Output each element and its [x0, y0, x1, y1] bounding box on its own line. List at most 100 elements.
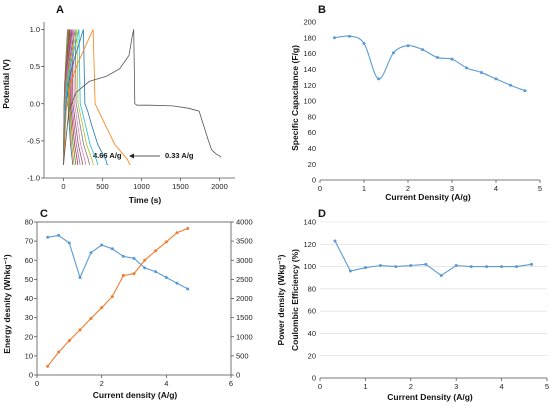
panel-d-data-point: [363, 266, 367, 270]
panel-a-group: A Potential (V) Time (s) 4.66 A/g 0.33 A…: [1, 4, 235, 205]
panel-d-data-point: [333, 239, 337, 243]
panel-c-data-point: [100, 306, 104, 310]
panel-c-series-line: [47, 234, 188, 290]
panel-d-ytick-label: 80: [308, 284, 316, 293]
panel-c-data-point: [143, 266, 147, 270]
panel-a-ytick-label: 0.0: [30, 99, 40, 108]
panel-b-data-point: [465, 66, 469, 70]
panel-a-xtick-label: 1500: [172, 182, 189, 191]
panel-b-xtick-label: 2: [406, 184, 410, 193]
panel-d-data-point: [409, 263, 413, 267]
panel-c-ytick-label: 50: [25, 275, 33, 284]
panel-c-ytick2-label: 1000: [236, 332, 253, 341]
panel-b-label: B: [318, 4, 326, 16]
panel-c-data-point: [132, 272, 136, 276]
panel-c-data-point: [186, 227, 190, 231]
panel-b-data-point: [523, 89, 527, 93]
panel-c-data-point: [186, 287, 190, 291]
panel-d-ytick-label: 40: [308, 329, 316, 338]
panel-a-ytick-label: -1.0: [27, 174, 40, 183]
panel-d-data-point: [424, 262, 428, 266]
panel-d-data-point: [469, 265, 473, 269]
panel-b-data-point: [479, 71, 483, 75]
panel-c-xtick-label: 2: [100, 379, 104, 388]
panel-c-ytick-label: 0: [29, 371, 33, 380]
panel-c-series-line: [47, 227, 188, 367]
panel-b-ytick-label: 80: [308, 112, 316, 121]
panel-a-ylabel: Potential (V): [1, 59, 11, 109]
panel-a-ytick-label: 1.0: [30, 25, 40, 34]
panel-b-ytick-label: 180: [303, 33, 316, 42]
panel-c-data-point: [143, 258, 147, 262]
panel-c-data-point: [57, 350, 61, 354]
panel-c-xtick-label: 0: [35, 379, 39, 388]
panel-c-data-point: [46, 364, 50, 368]
panel-d-group: D Coulombic Efficiency (%) Current Densi…: [290, 208, 549, 402]
panel-c-data-point: [175, 231, 179, 235]
panel-c-data-point: [110, 295, 114, 299]
panel-c-ytick-label: 80: [25, 218, 33, 227]
panel-c-data-point: [46, 235, 50, 239]
panel-d-ytick-label: 20: [308, 351, 316, 360]
panel-b-data-point: [509, 83, 513, 87]
panel-d-xlabel: Current Density (A/g): [387, 392, 473, 402]
panel-b-xtick-label: 5: [538, 184, 542, 193]
panel-d-ytick-label: 140: [303, 218, 316, 227]
panel-b-data-point: [362, 41, 366, 45]
panel-c-label: C: [40, 208, 48, 220]
panel-b-xtick-label: 0: [318, 184, 322, 193]
panel-c-ytick-label: 10: [25, 351, 33, 360]
panel-d-data-point: [500, 265, 504, 269]
panel-d-xtick-label: 5: [545, 382, 549, 391]
panel-c-data-point: [67, 339, 71, 343]
panel-d-ylabel: Coulombic Efficiency (%): [290, 249, 300, 351]
panel-a-xlabel: Time (s): [129, 195, 162, 205]
panel-b-ytick-label: 40: [308, 144, 316, 153]
panel-d-series-line: [334, 240, 532, 277]
panel-b-xtick-label: 3: [450, 184, 454, 193]
panel-c-data-point: [132, 256, 136, 260]
panel-b-data-point: [421, 48, 425, 52]
panel-c-data-point: [57, 233, 61, 237]
panel-d-label: D: [318, 208, 326, 220]
panel-c-xtick-label: 6: [229, 379, 233, 388]
panel-d-xtick-label: 1: [363, 382, 367, 391]
panel-d-data-point: [348, 269, 352, 273]
panel-d-ytick-label: 100: [303, 262, 316, 271]
panel-b-ytick-label: 20: [308, 160, 316, 169]
panel-c-data-point: [164, 240, 168, 244]
panel-b-data-point: [406, 44, 410, 48]
panel-d-xtick-label: 3: [454, 382, 458, 391]
panel-b-data-point: [450, 57, 454, 61]
panel-b-ytick-label: 160: [303, 49, 316, 58]
panel-c-ytick2-label: 3500: [236, 237, 253, 246]
panel-a-xtick-label: 1000: [133, 182, 150, 191]
panel-b-ytick-label: 100: [303, 97, 316, 106]
panel-b-data-point: [494, 77, 498, 81]
panel-c-data-point: [78, 328, 82, 332]
panel-c-data-point: [154, 249, 158, 253]
panel-c-ytick-label: 60: [25, 256, 33, 265]
panel-d-data-point: [485, 265, 489, 269]
panel-d-data-point: [439, 273, 443, 277]
panel-c-ytick-label: 20: [25, 332, 33, 341]
panel-a-ytick-label: -0.5: [27, 136, 40, 145]
panel-b-data-point: [377, 77, 381, 81]
panel-d-data-point: [530, 262, 534, 266]
panel-b-ytick-label: 200: [303, 18, 316, 27]
panel-c-data-point: [110, 247, 114, 251]
panel-c-data-point: [100, 243, 104, 247]
panel-b-xtick-label: 1: [362, 184, 366, 193]
panel-b-data-point: [435, 56, 439, 60]
panel-c-ytick2-label: 500: [236, 351, 249, 360]
panel-c-data-point: [67, 241, 71, 245]
panel-b-xtick-label: 4: [494, 184, 498, 193]
panel-a-label: A: [56, 4, 64, 16]
panel-d-data-point: [454, 263, 458, 267]
panel-a-xtick-label: 0: [61, 182, 65, 191]
panel-c-group: C Energy desnity (Whkg⁻¹) Power density …: [2, 208, 286, 400]
panel-b-ytick-label: 0: [312, 176, 316, 185]
panel-c-ytick-label: 70: [25, 237, 33, 246]
panel-c-data-point: [89, 316, 93, 320]
